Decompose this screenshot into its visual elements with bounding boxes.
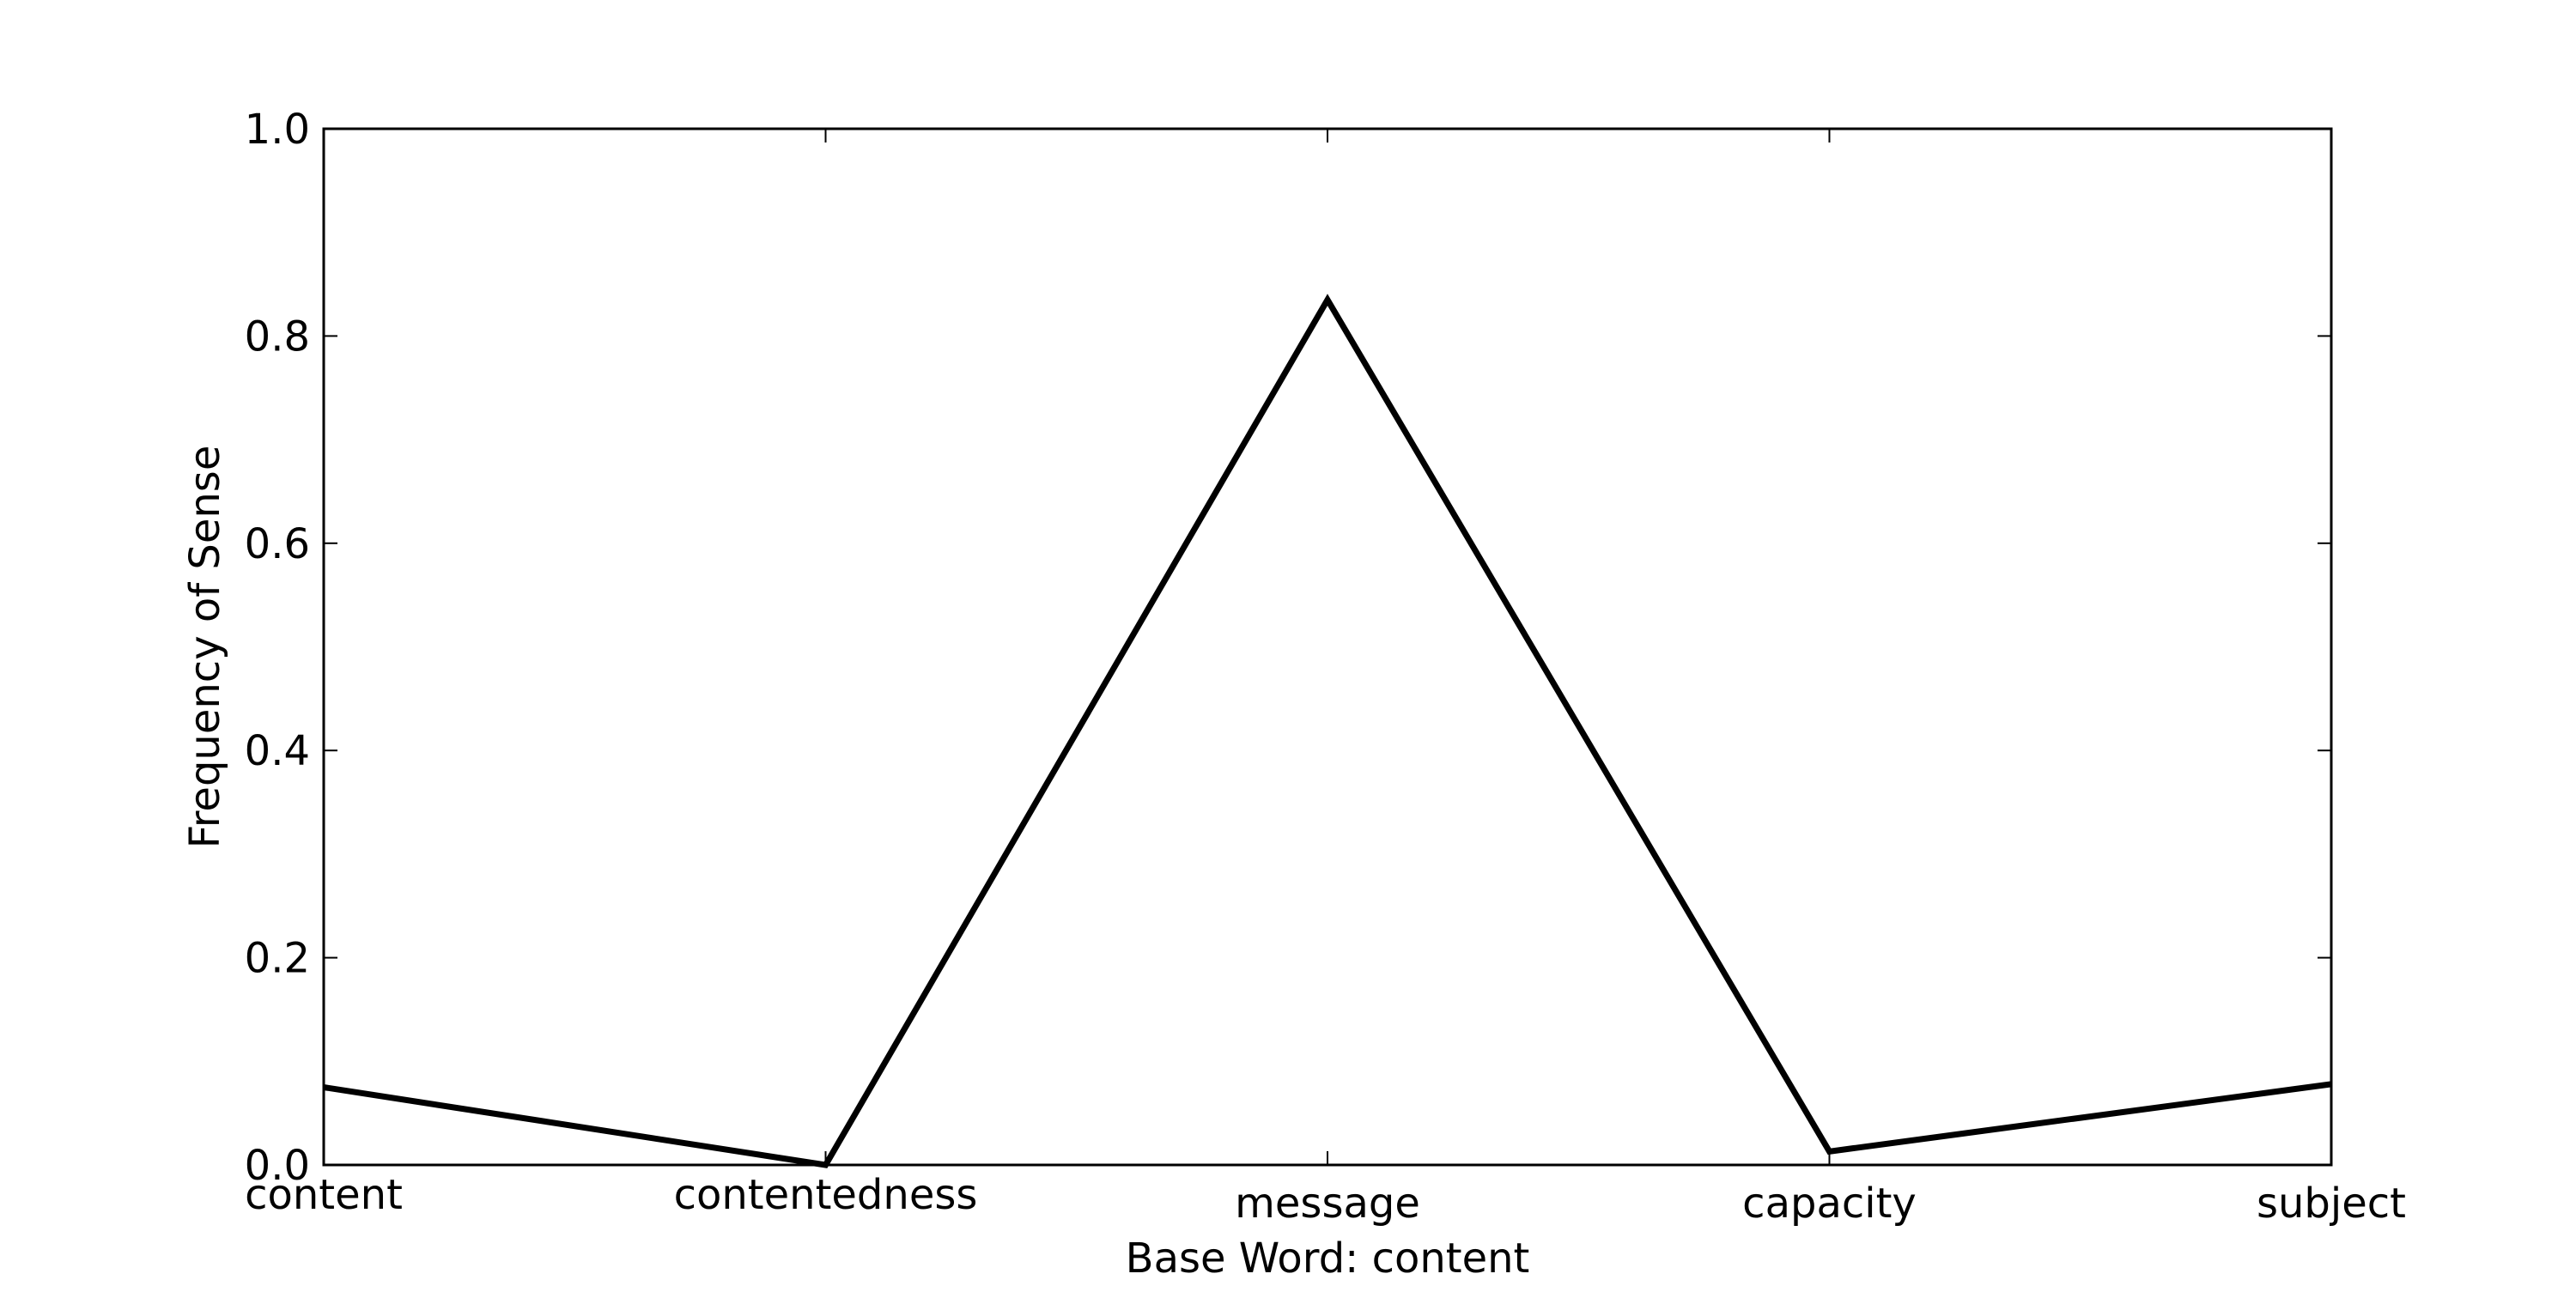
y-tick-label: 0.2 xyxy=(245,935,310,983)
plot-frame xyxy=(322,127,2333,1167)
x-axis-label: Base Word: content xyxy=(1126,1234,1530,1283)
x-tick-label: contentedness xyxy=(674,1171,978,1219)
series-layer xyxy=(323,294,2332,1168)
y-tick-label: 1.0 xyxy=(245,106,310,154)
x-tick-label: capacity xyxy=(1742,1180,1917,1228)
series-line xyxy=(323,294,2332,1168)
y-tick-label: 0.6 xyxy=(245,520,310,568)
x-tick-label: content xyxy=(245,1171,403,1219)
y-axis-label: Frequency of Sense xyxy=(181,446,229,849)
tick-layer: 0.0 0.2 0.4 0.6 0.8 1.0 content contentedness me… xyxy=(245,106,2406,1228)
y-tick-label: 0.4 xyxy=(245,727,310,775)
y-tick-label: 0.0 xyxy=(245,1142,310,1190)
x-tick-label: subject xyxy=(2257,1180,2406,1228)
x-tick-label: message xyxy=(1235,1180,1420,1228)
y-tick-label: 0.8 xyxy=(245,312,310,361)
